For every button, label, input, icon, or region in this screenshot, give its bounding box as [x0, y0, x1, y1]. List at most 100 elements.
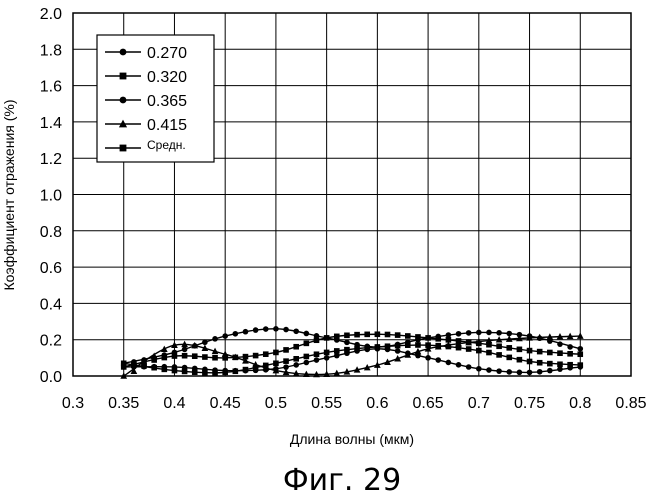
y-axis-label: Коэффициент отражения (%)	[1, 99, 17, 290]
data-point	[476, 330, 482, 336]
y-tick-label: 0.2	[40, 333, 62, 350]
data-point	[506, 345, 512, 351]
data-point	[476, 341, 482, 347]
data-point	[222, 333, 228, 339]
data-point	[506, 369, 512, 375]
y-tick-label: 1.2	[40, 151, 62, 168]
data-point	[304, 354, 310, 360]
data-point	[456, 331, 462, 337]
data-point	[344, 333, 350, 339]
data-point	[182, 353, 188, 359]
data-point	[202, 354, 208, 360]
data-point	[557, 366, 563, 372]
data-point	[293, 356, 299, 362]
data-point	[364, 332, 370, 338]
data-point	[182, 347, 188, 353]
data-point	[446, 337, 452, 343]
data-point	[212, 370, 218, 376]
data-point	[527, 348, 533, 354]
y-tick-label: 1.8	[40, 42, 62, 59]
data-point	[243, 354, 249, 360]
data-point	[537, 349, 543, 355]
series-layer	[120, 326, 583, 379]
legend-label: Средн.	[147, 138, 186, 152]
data-point	[496, 352, 502, 358]
data-point	[334, 334, 340, 340]
x-tick-label: 0.85	[615, 395, 646, 412]
data-point	[354, 332, 360, 338]
data-point	[527, 370, 533, 376]
data-point	[324, 350, 330, 356]
x-tick-label: 0.35	[108, 395, 139, 412]
data-point	[425, 335, 431, 341]
x-axis-label: Длина волны (мкм)	[290, 431, 414, 447]
data-point	[466, 339, 472, 345]
data-point	[334, 348, 340, 354]
data-point	[577, 362, 583, 368]
data-point	[547, 361, 553, 367]
data-point	[496, 343, 502, 349]
y-tick-label: 1.0	[40, 188, 62, 205]
y-tick-label: 1.6	[40, 79, 62, 96]
data-point	[202, 339, 208, 345]
data-point	[161, 346, 168, 352]
y-tick-label: 0.0	[40, 369, 62, 386]
data-point	[243, 367, 249, 373]
data-point	[476, 366, 482, 372]
data-point	[405, 339, 411, 345]
data-point	[537, 369, 543, 375]
data-point	[243, 329, 249, 335]
data-point	[304, 341, 310, 347]
data-point	[385, 332, 391, 338]
x-tick-label: 0.4	[163, 395, 185, 412]
data-point	[517, 370, 523, 376]
legend-label: 0.270	[147, 45, 187, 62]
data-point	[233, 355, 239, 361]
data-point	[395, 342, 401, 348]
data-point	[162, 367, 168, 373]
data-point	[537, 360, 543, 366]
data-point	[557, 361, 563, 367]
data-point	[233, 368, 239, 374]
data-point	[131, 362, 137, 368]
data-point	[212, 355, 218, 361]
data-point	[222, 355, 228, 361]
data-point	[577, 351, 583, 357]
data-point	[496, 368, 502, 374]
data-point	[456, 338, 462, 344]
data-point	[476, 348, 482, 354]
data-point	[314, 351, 320, 357]
data-point	[517, 357, 523, 363]
data-point	[466, 330, 472, 336]
legend: 0.2700.3200.3650.415Средн.	[97, 35, 214, 162]
data-point	[435, 357, 441, 363]
data-point	[293, 328, 299, 334]
series-3	[121, 326, 583, 366]
legend-marker	[120, 49, 127, 56]
data-point	[456, 362, 462, 368]
x-tick-label: 0.3	[62, 395, 84, 412]
data-point	[293, 362, 299, 368]
y-tick-label: 0.6	[40, 260, 62, 277]
data-point	[567, 362, 573, 368]
data-point	[375, 331, 381, 337]
data-point	[577, 346, 583, 352]
data-point	[354, 342, 360, 348]
data-point	[151, 365, 157, 371]
x-tick-label: 0.6	[366, 395, 388, 412]
data-point	[446, 332, 452, 338]
series-5	[121, 331, 583, 369]
legend-marker	[120, 97, 127, 104]
data-point	[314, 357, 320, 363]
x-tick-label: 0.55	[311, 395, 342, 412]
x-tick-label: 0.65	[413, 395, 444, 412]
data-point	[283, 347, 289, 353]
legend-marker	[120, 145, 127, 152]
data-point	[314, 337, 320, 343]
data-point	[557, 341, 563, 347]
y-axis-ticks: 0.00.20.40.60.81.01.21.41.61.82.0	[40, 6, 62, 386]
data-point	[547, 350, 553, 356]
data-point	[415, 334, 421, 340]
data-point	[263, 326, 269, 332]
x-tick-label: 0.5	[265, 395, 287, 412]
